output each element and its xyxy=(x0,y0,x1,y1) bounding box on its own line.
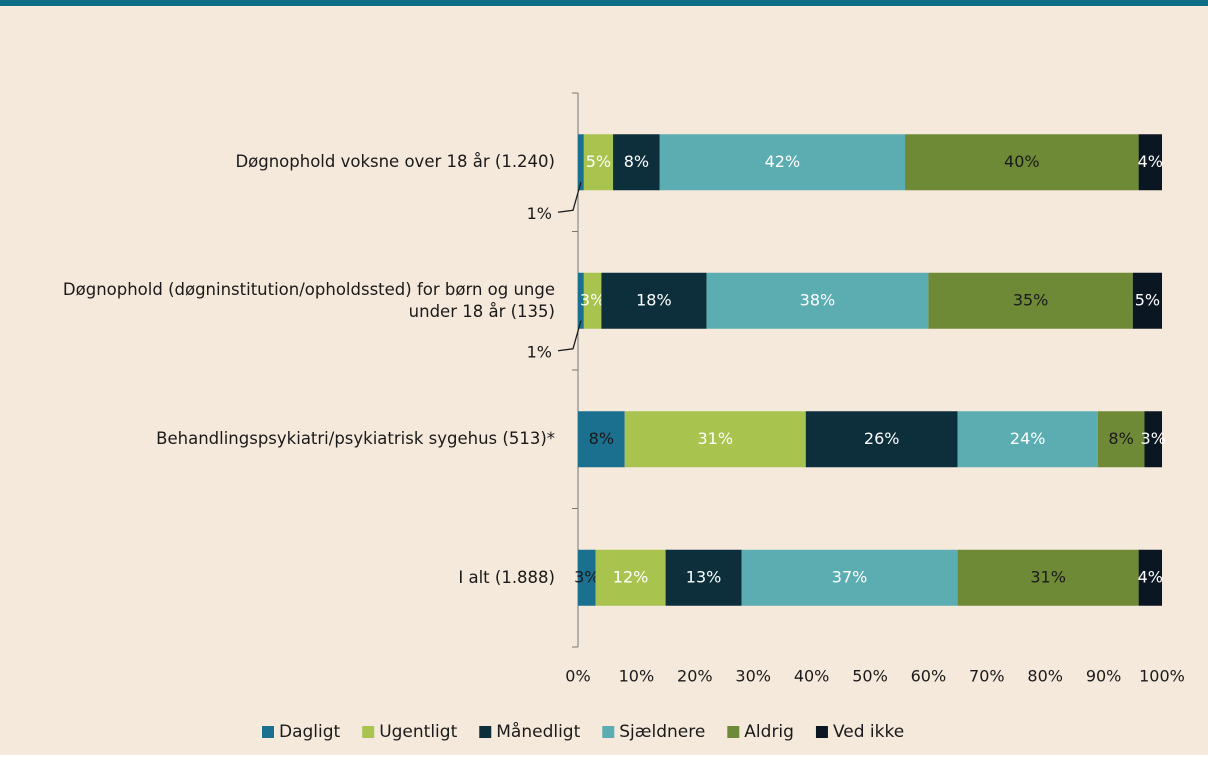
x-tick-label: 40% xyxy=(794,667,830,686)
data-label: 3% xyxy=(580,290,605,309)
legend-swatch xyxy=(262,726,274,738)
bar-segment xyxy=(665,549,742,606)
data-label: 18% xyxy=(636,290,672,309)
data-label: 12% xyxy=(613,567,649,586)
category-label: Døgnophold (døgninstitution/opholdssted)… xyxy=(62,279,555,321)
data-label: 26% xyxy=(864,429,900,448)
bar-segment xyxy=(706,272,929,329)
bar-segment xyxy=(928,272,1133,329)
x-tick-label: 30% xyxy=(735,667,771,686)
x-tick-label: 0% xyxy=(565,667,590,686)
bar-segment xyxy=(1097,411,1145,468)
bar-segment xyxy=(578,272,584,329)
bar-segment xyxy=(578,134,584,191)
data-label: 1% xyxy=(527,342,552,361)
leader-line xyxy=(557,182,582,213)
data-label: 31% xyxy=(697,429,733,448)
bar-segment xyxy=(583,134,614,191)
bar-segment xyxy=(1138,549,1162,606)
leader-line xyxy=(557,320,582,352)
bar-segment xyxy=(1138,134,1162,191)
legend-swatch xyxy=(362,726,375,738)
bar-segment xyxy=(595,549,666,606)
legend-label: Aldrig xyxy=(744,722,794,742)
data-label: 3% xyxy=(1141,429,1166,448)
x-tick-label: 10% xyxy=(619,667,655,686)
data-label: 31% xyxy=(1030,567,1066,586)
data-label: 40% xyxy=(1004,152,1040,171)
bar-segment xyxy=(578,411,625,468)
x-tick-label: 50% xyxy=(852,667,888,686)
data-label: 8% xyxy=(624,152,649,171)
x-tick-label: 80% xyxy=(1027,667,1063,686)
data-label: 5% xyxy=(1135,290,1160,309)
legend-swatch xyxy=(727,726,740,738)
x-tick-label: 20% xyxy=(677,667,713,686)
bar-segment xyxy=(957,411,1098,468)
x-tick-label: 60% xyxy=(911,667,947,686)
legend-swatch xyxy=(815,726,828,738)
x-tick-label: 90% xyxy=(1086,667,1122,686)
category-label: Behandlingspsykiatri/psykiatrisk sygehus… xyxy=(156,429,555,449)
legend-label: Ugentligt xyxy=(379,722,457,742)
legend-swatch xyxy=(479,726,492,738)
data-label: 38% xyxy=(800,290,836,309)
legend-swatch xyxy=(602,726,615,738)
bar-segment xyxy=(741,549,958,606)
data-label: 4% xyxy=(1138,152,1163,171)
bar-segment xyxy=(613,134,660,191)
legend-label: Sjældnere xyxy=(619,722,705,742)
data-label: 24% xyxy=(1010,429,1046,448)
legend-label: Ved ikke xyxy=(833,722,904,742)
bar-segment xyxy=(957,549,1139,606)
data-label: 8% xyxy=(1108,429,1133,448)
bar-segment xyxy=(659,134,906,191)
data-label: 13% xyxy=(686,567,722,586)
data-label: 42% xyxy=(765,152,801,171)
legend-label: Månedligt xyxy=(496,721,580,742)
data-label: 3% xyxy=(574,567,599,586)
bar-segment xyxy=(624,411,806,468)
category-label: Døgnophold voksne over 18 år (1.240) xyxy=(235,152,555,172)
bar-segment xyxy=(1132,272,1162,329)
bar-segment xyxy=(1144,411,1162,468)
x-tick-label: 100% xyxy=(1139,667,1185,686)
bar-segment xyxy=(578,549,596,606)
bar-segment xyxy=(601,272,707,329)
bar-segment xyxy=(583,272,602,329)
x-tick-label: 70% xyxy=(969,667,1005,686)
data-label: 4% xyxy=(1138,567,1163,586)
data-label: 5% xyxy=(586,152,611,171)
data-label: 35% xyxy=(1013,290,1049,309)
data-label: 37% xyxy=(832,567,868,586)
bar-segment xyxy=(905,134,1139,191)
data-label: 8% xyxy=(589,429,614,448)
category-label: I alt (1.888) xyxy=(458,567,555,587)
legend-label: Dagligt xyxy=(279,722,341,742)
data-label: 1% xyxy=(527,204,552,223)
bar-segment xyxy=(805,411,958,468)
